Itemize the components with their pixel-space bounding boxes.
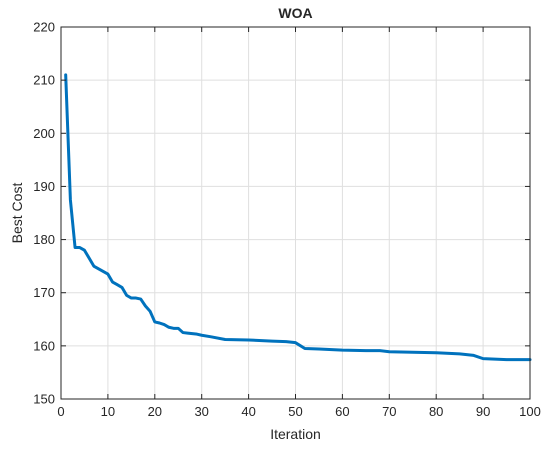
x-tick-label: 10 <box>101 404 115 419</box>
x-tick-label: 0 <box>57 404 64 419</box>
x-tick-label: 30 <box>194 404 208 419</box>
x-tick-label: 50 <box>288 404 302 419</box>
x-tick-label: 100 <box>519 404 541 419</box>
series-line-0 <box>64 73 532 362</box>
y-tick-label: 190 <box>33 179 55 194</box>
y-axis-label: Best Cost <box>9 183 25 244</box>
grid <box>61 27 530 399</box>
y-tick-label: 150 <box>33 392 55 407</box>
y-tick-label: 170 <box>33 285 55 300</box>
y-tick-label: 180 <box>33 232 55 247</box>
y-tick-label: 200 <box>33 126 55 141</box>
series-layer <box>64 73 532 362</box>
x-tick-label: 40 <box>241 404 255 419</box>
y-tick-label: 220 <box>33 20 55 35</box>
x-tick-label: 90 <box>476 404 490 419</box>
x-tick-label: 20 <box>148 404 162 419</box>
y-tick-label: 160 <box>33 338 55 353</box>
x-axis-label: Iteration <box>270 426 321 442</box>
x-tick-label: 60 <box>335 404 349 419</box>
y-tick-label: 210 <box>33 73 55 88</box>
tick-layer: 0 10 20 30 40 50 60 70 80 90 100 150 160 170 180 190 200… <box>33 20 541 420</box>
chart-title: WOA <box>278 5 312 21</box>
x-tick-label: 80 <box>429 404 443 419</box>
x-tick-label: 70 <box>382 404 396 419</box>
